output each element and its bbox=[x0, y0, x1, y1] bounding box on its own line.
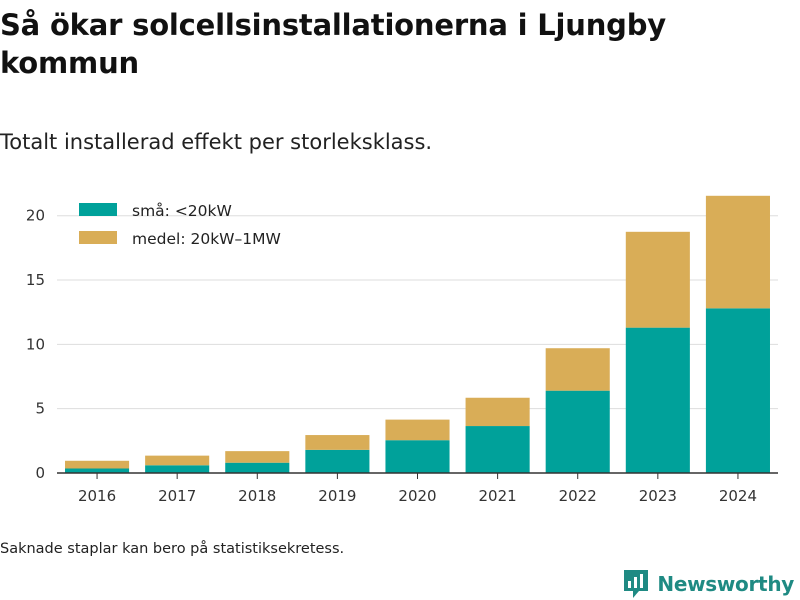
x-tick-label: 2021 bbox=[479, 487, 517, 505]
bar-segment-medium bbox=[65, 460, 130, 469]
x-tick-label: 2020 bbox=[398, 487, 436, 505]
bar-segment-medium bbox=[705, 195, 770, 309]
x-tick-label: 2017 bbox=[158, 487, 196, 505]
newsworthy-logo-icon bbox=[624, 570, 649, 598]
bar-segment-small bbox=[465, 426, 530, 473]
chart-subtitle: Totalt installerad effekt per storlekskl… bbox=[0, 130, 433, 154]
bar-segment-medium bbox=[305, 435, 370, 450]
x-tick-label: 2019 bbox=[318, 487, 356, 505]
bar-segment-medium bbox=[545, 348, 610, 391]
chart-title: Så ökar solcellsinstallationerna i Ljung… bbox=[0, 8, 667, 80]
bar-segment-small bbox=[225, 462, 290, 473]
x-tick-label: 2023 bbox=[639, 487, 677, 505]
stacked-bar-chart: 0 5 10 15 20 2016 2017 2018 2019 2020 2021 2022 2023… bbox=[26, 195, 778, 505]
bar-segment-small bbox=[705, 308, 770, 473]
bar-segment-small bbox=[145, 465, 210, 473]
y-tick-label: 15 bbox=[26, 271, 45, 289]
y-tick-label: 0 bbox=[35, 464, 45, 482]
brand-name: Newsworthy bbox=[657, 572, 794, 596]
bar-segment-medium bbox=[625, 231, 690, 328]
bar-segment-small bbox=[625, 327, 690, 473]
bar-segment-medium bbox=[145, 455, 210, 466]
y-tick-label: 10 bbox=[26, 335, 45, 353]
x-tick-label: 2016 bbox=[78, 487, 116, 505]
x-tick-label: 2022 bbox=[559, 487, 597, 505]
brand[interactable]: Newsworthy bbox=[623, 569, 794, 599]
bar-segment-small bbox=[545, 390, 610, 473]
axes: 0 5 10 15 20 2016 2017 2018 2019 2020 2021 2022 2023… bbox=[26, 207, 778, 505]
bar-segment-small bbox=[65, 468, 130, 473]
legend-swatch-small bbox=[79, 203, 117, 216]
x-tick-label: 2024 bbox=[719, 487, 757, 505]
legend-label-small: små: <20kW bbox=[132, 202, 232, 220]
legend-label-medium: medel: 20kW–1MW bbox=[132, 230, 281, 248]
legend-swatch-medium bbox=[79, 231, 117, 244]
y-tick-label: 20 bbox=[26, 207, 45, 225]
bar-segment-small bbox=[305, 449, 370, 473]
bar-segment-medium bbox=[385, 419, 450, 441]
footnote: Saknade staplar kan bero på statistiksek… bbox=[0, 541, 345, 557]
bar-segment-small bbox=[385, 440, 450, 473]
legend: små: <20kW medel: 20kW–1MW bbox=[79, 202, 281, 248]
bar-segment-medium bbox=[465, 397, 530, 427]
bars bbox=[65, 195, 770, 473]
y-tick-label: 5 bbox=[35, 400, 45, 418]
x-tick-label: 2018 bbox=[238, 487, 276, 505]
bar-segment-medium bbox=[225, 451, 290, 463]
